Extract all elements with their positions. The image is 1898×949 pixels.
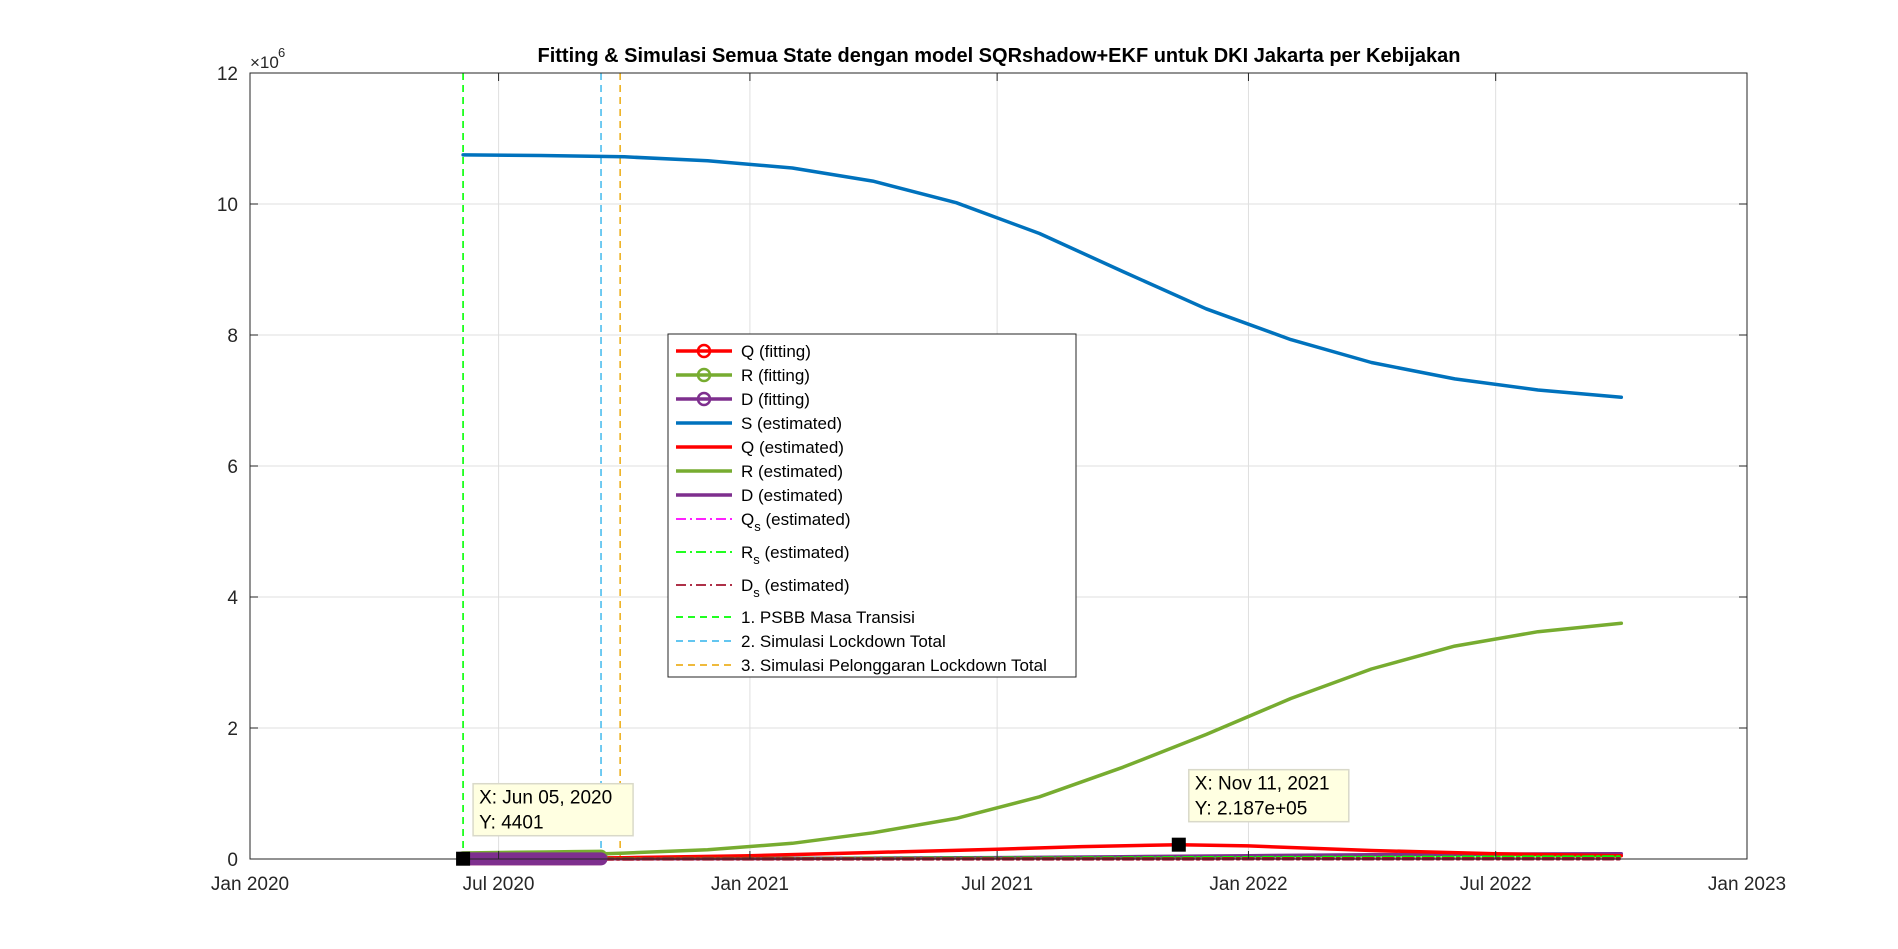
- y-tick-label: 12: [217, 64, 238, 85]
- y-exponent: ×10 6: [250, 45, 285, 72]
- legend-label: D (estimated): [741, 486, 843, 505]
- x-tick-label: Jul 2021: [961, 874, 1033, 895]
- legend-label-suffix: (estimated): [761, 510, 851, 529]
- legend-box: [667, 333, 1077, 678]
- datatip-marker: [1171, 837, 1186, 852]
- legend-label: 1. PSBB Masa Transisi: [741, 608, 915, 627]
- legend-label: D (fitting): [741, 390, 810, 409]
- legend-label-suffix: (estimated): [760, 543, 850, 562]
- datatip-line-y: Y: 4401: [479, 813, 543, 834]
- x-tick-label: Jan 2023: [1708, 874, 1786, 895]
- datatip-line-y: Y: 2.187e+05: [1195, 799, 1308, 820]
- series-line: [461, 621, 1624, 860]
- y-tick-label: 4: [227, 588, 238, 609]
- datatips: X: Jun 05, 2020 Y: 4401 X: Nov 11, 2021 Y: …: [456, 768, 1350, 866]
- legend-label-subscript: s: [753, 552, 760, 567]
- legend-label-subscript: s: [753, 585, 760, 600]
- legend-label: Q (fitting): [741, 342, 811, 361]
- policy-lines: [462, 73, 621, 859]
- x-tick-label: Jan 2022: [1209, 874, 1287, 895]
- legend-label: 2. Simulasi Lockdown Total: [741, 632, 946, 651]
- legend-label: 3. Simulasi Pelonggaran Lockdown Total: [741, 656, 1047, 675]
- legend-marker: [696, 367, 712, 383]
- legend-label-main: Q: [741, 510, 754, 529]
- legend-label-main: D: [741, 576, 753, 595]
- y-tick-label: 8: [227, 326, 238, 347]
- y-tick-label: 0: [227, 850, 238, 871]
- legend-label: Rs (estimated): [741, 543, 850, 567]
- datatip-line-x: X: Jun 05, 2020: [479, 788, 612, 809]
- legend-label: R (estimated): [741, 462, 843, 481]
- legend-label: Q (estimated): [741, 438, 844, 457]
- datatip-box: [472, 782, 634, 837]
- x-tick-label: Jul 2022: [1460, 874, 1532, 895]
- x-tick-label: Jul 2020: [463, 874, 535, 895]
- y-tick-label: 2: [227, 719, 238, 740]
- y-tick-label: 6: [227, 457, 238, 478]
- chart-title: Fitting & Simulasi Semua State dengan mo…: [538, 45, 1461, 67]
- legend-label: Qs (estimated): [741, 510, 850, 534]
- axis-ticks: Jan 2020 Jul 2020 Jan 2021 Jul 2021 Jan 2022…: [211, 64, 1786, 895]
- legend-label: R (fitting): [741, 366, 810, 385]
- series-line: [461, 153, 1624, 399]
- legend-marker: [696, 343, 712, 359]
- legend-label: Ds (estimated): [741, 576, 850, 600]
- datatip-line-x: X: Nov 11, 2021: [1195, 774, 1330, 795]
- legend-marker: [696, 391, 712, 407]
- legend-label: S (estimated): [741, 414, 842, 433]
- legend: Q (fitting) R (fitting) D (fitting) S (esti…: [667, 333, 1077, 678]
- datatip-marker: [456, 851, 471, 866]
- datatip-box: [1188, 768, 1350, 823]
- y-tick-label: 10: [217, 195, 238, 216]
- series-line: [461, 842, 1624, 861]
- x-tick-label: Jan 2021: [711, 874, 789, 895]
- y-exponent-base: ×10: [250, 53, 279, 72]
- x-tick-label: Jan 2020: [211, 874, 289, 895]
- legend-label-suffix: (estimated): [760, 576, 850, 595]
- legend-label-subscript: s: [754, 519, 761, 534]
- legend-label-main: R: [741, 543, 753, 562]
- y-exponent-power: 6: [278, 45, 285, 60]
